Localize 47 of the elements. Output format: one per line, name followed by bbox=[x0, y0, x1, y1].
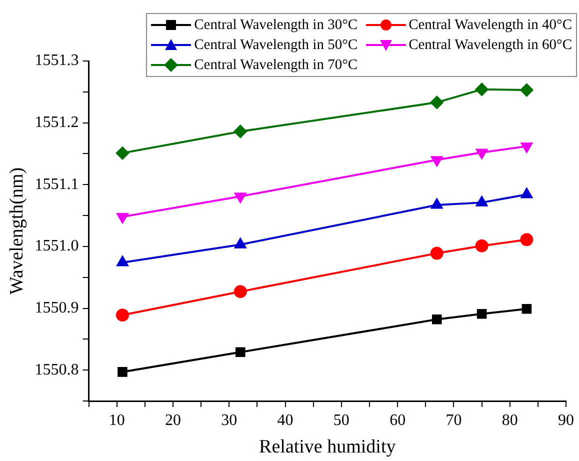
x-tick-label: 80 bbox=[502, 412, 518, 429]
point bbox=[476, 148, 488, 159]
point bbox=[116, 213, 128, 224]
y-tick-label: 1551.2 bbox=[34, 114, 79, 132]
legend-label: Central Wavelength in 40°C bbox=[408, 16, 572, 35]
point bbox=[431, 156, 443, 166]
point bbox=[234, 192, 246, 203]
point bbox=[476, 308, 487, 319]
point bbox=[475, 82, 488, 96]
x-tick-label: 20 bbox=[165, 412, 182, 429]
y-axis-title: Wavelength(nm) bbox=[6, 167, 28, 295]
x-tick-label: 10 bbox=[108, 412, 125, 429]
point bbox=[475, 239, 488, 252]
x-axis-title: Relative humidity bbox=[259, 436, 396, 458]
x-tick-label: 30 bbox=[221, 412, 238, 429]
point bbox=[234, 238, 246, 248]
y-tick-label: 1550.8 bbox=[34, 361, 79, 378]
legend-label: Central Wavelength in 30°C bbox=[194, 16, 358, 35]
point bbox=[234, 285, 247, 298]
point bbox=[476, 196, 488, 206]
y-tick-label: 1551.3 bbox=[34, 52, 79, 70]
point bbox=[118, 367, 128, 377]
point bbox=[520, 188, 532, 198]
point bbox=[116, 308, 129, 322]
x-tick-label: 70 bbox=[446, 412, 462, 429]
point bbox=[431, 198, 443, 209]
x-tick-label: 50 bbox=[333, 412, 350, 429]
point bbox=[430, 96, 444, 109]
x-tick-label: 60 bbox=[390, 412, 406, 429]
point bbox=[520, 233, 534, 246]
point bbox=[116, 256, 128, 266]
point bbox=[432, 314, 442, 324]
legend-label: Central Wavelength in 60°C bbox=[408, 36, 572, 55]
point bbox=[116, 146, 129, 160]
point bbox=[522, 304, 532, 314]
point bbox=[430, 246, 444, 260]
x-tick-label: 40 bbox=[277, 412, 294, 429]
legend-label: Central Wavelength in 50°C bbox=[194, 36, 358, 55]
point bbox=[520, 84, 534, 97]
y-tick-label: 1551.1 bbox=[34, 176, 79, 193]
y-tick-label: 1550.9 bbox=[34, 299, 79, 316]
x-tick-label: 90 bbox=[558, 412, 574, 429]
legend-label: Central Wavelength in 70°C bbox=[194, 56, 358, 75]
point bbox=[234, 124, 247, 138]
point bbox=[520, 142, 532, 153]
point bbox=[235, 347, 246, 358]
y-tick-label: 1551.0 bbox=[34, 238, 79, 255]
